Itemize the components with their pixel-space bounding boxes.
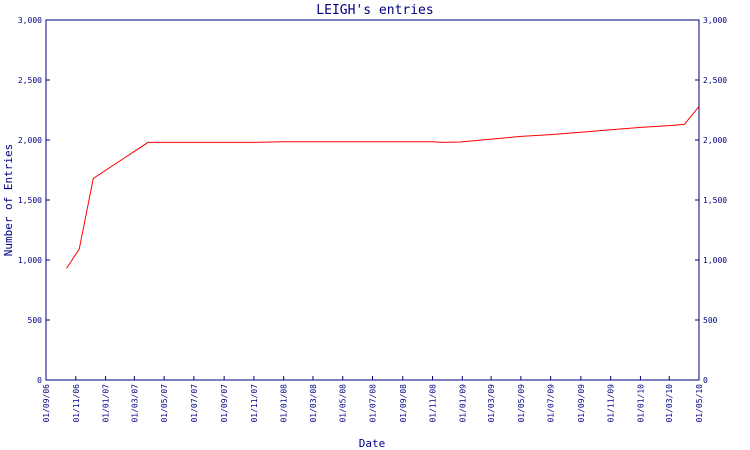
- y-tick-label-right: 2,000: [703, 136, 727, 145]
- y-tick-label-right: 2,500: [703, 76, 727, 85]
- y-tick-label-left: 1,500: [18, 196, 42, 205]
- y-tick-label-right: 500: [703, 316, 718, 325]
- y-tick-label-left: 0: [37, 376, 42, 385]
- y-tick-label-right: 3,000: [703, 16, 727, 25]
- x-tick-label: 01/09/09: [577, 384, 586, 423]
- y-axis-right: 0 500 1,000 1,500 2,000 2,500 3,000: [695, 16, 727, 385]
- x-tick-label: 01/05/07: [160, 384, 169, 423]
- x-tick-label: 01/01/08: [280, 384, 289, 423]
- y-tick-label-right: 0: [703, 376, 708, 385]
- y-axis-left: 0 500 1,000 1,500 2,000 2,500 3,000: [18, 16, 50, 385]
- x-tick-label: 01/07/08: [369, 384, 378, 423]
- y-tick-label-left: 2,000: [18, 136, 42, 145]
- x-tick-label: 01/01/10: [636, 384, 645, 423]
- x-tick-label: 01/11/07: [250, 384, 259, 423]
- x-tick-label: 01/05/10: [695, 384, 704, 423]
- series-layer: [66, 106, 700, 269]
- y-tick-label-left: 1,000: [18, 256, 42, 265]
- x-tick-label: 01/01/09: [458, 384, 467, 423]
- series-line: [66, 106, 700, 269]
- x-tick-label: 01/03/09: [487, 384, 496, 423]
- x-tick-label: 01/11/06: [72, 384, 81, 423]
- x-tick-label: 01/03/07: [130, 384, 139, 423]
- y-axis-title: Number of Entries: [2, 144, 15, 257]
- y-tick-label-left: 500: [28, 316, 43, 325]
- y-tick-label-left: 3,000: [18, 16, 42, 25]
- x-tick-label: 01/03/08: [309, 384, 318, 423]
- x-tick-label: 01/07/09: [547, 384, 556, 423]
- x-axis-title: Date: [359, 437, 386, 450]
- x-tick-label: 01/07/07: [190, 384, 199, 423]
- x-tick-label: 01/05/09: [517, 384, 526, 423]
- x-tick-label: 01/03/10: [665, 384, 674, 423]
- y-tick-label-right: 1,000: [703, 256, 727, 265]
- x-tick-label: 01/09/06: [42, 384, 51, 423]
- y-tick-label-left: 2,500: [18, 76, 42, 85]
- x-tick-label: 01/09/08: [399, 384, 408, 423]
- x-tick-label: 01/01/07: [102, 384, 111, 423]
- x-tick-label: 01/05/08: [339, 384, 348, 423]
- x-tick-label: 01/11/09: [607, 384, 616, 423]
- x-tick-label: 01/11/08: [429, 384, 438, 423]
- y-tick-label-right: 1,500: [703, 196, 727, 205]
- x-axis: 01/09/06 01/11/06 01/01/07 01/03/07 01/05/07…: [42, 376, 704, 423]
- plot-frame: [45, 19, 700, 381]
- chart-title: LEIGH's entries: [316, 3, 433, 18]
- x-tick-label: 01/09/07: [220, 384, 229, 423]
